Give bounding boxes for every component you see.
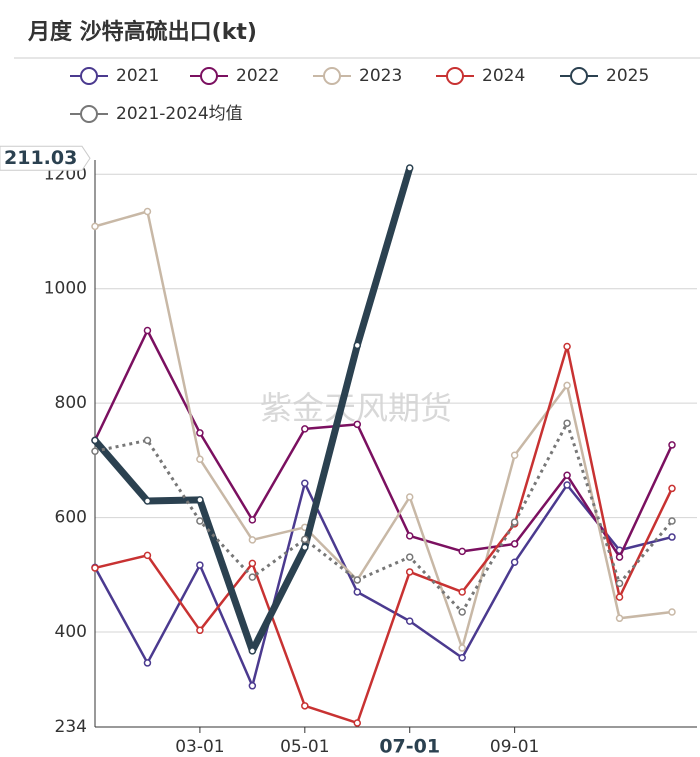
data-point [196, 455, 204, 463]
legend-symbol [446, 67, 464, 85]
data-point [668, 484, 676, 493]
data-point [353, 719, 362, 727]
data-point [196, 626, 204, 635]
x-tick-label: 03-01 [175, 737, 224, 757]
data-point [196, 429, 204, 437]
data-point [301, 702, 309, 710]
data-point [196, 561, 204, 569]
data-point [353, 420, 362, 429]
data-point [301, 543, 309, 552]
series-line [94, 210, 673, 650]
data-point [248, 536, 257, 544]
data-point [615, 579, 624, 588]
legend-symbol [80, 67, 98, 85]
data-point [458, 547, 466, 556]
legend-label: 2025 [606, 66, 649, 86]
data-point [143, 326, 152, 335]
axis-pointer-box [0, 145, 91, 171]
data-point [563, 381, 571, 390]
data-point [563, 481, 571, 489]
data-point [143, 497, 152, 505]
data-point [301, 535, 309, 544]
data-point [405, 553, 414, 561]
data-point [510, 558, 519, 566]
data-point [248, 559, 257, 568]
legend-label: 2021 [116, 66, 159, 86]
data-point [301, 425, 309, 433]
y-tick-label: 400 [55, 622, 87, 642]
data-point [458, 588, 466, 596]
data-point [196, 517, 204, 525]
series-line [93, 482, 673, 688]
data-point [668, 517, 676, 525]
data-point [91, 564, 99, 572]
data-point [458, 608, 466, 616]
data-point [510, 518, 519, 526]
series-line [94, 421, 674, 614]
legend-label: 2021-2024均值 [116, 104, 243, 124]
data-point [91, 222, 99, 231]
watermark: 紫金天风期货 [260, 389, 452, 427]
data-point [510, 451, 519, 459]
legend-symbol [200, 67, 218, 85]
data-point [301, 479, 309, 488]
y-tick-label: 600 [55, 508, 87, 528]
data-point [405, 493, 414, 501]
data-point [353, 588, 362, 596]
data-point [248, 573, 257, 581]
x-tick-label: 09-01 [490, 737, 539, 757]
legend-label: 2023 [359, 66, 402, 86]
data-point [563, 419, 571, 427]
data-point [405, 532, 414, 540]
legend-symbol [570, 67, 588, 85]
data-point [353, 341, 362, 350]
legend-label: 2022 [236, 66, 279, 86]
data-point [668, 533, 676, 541]
data-point [510, 540, 519, 548]
data-point [353, 576, 362, 584]
series-line [93, 329, 674, 559]
x-tick-label: 05-01 [280, 737, 329, 757]
x-tick-label: 07-01 [379, 736, 440, 757]
y-tick-label: 234 [55, 717, 87, 737]
data-point [458, 654, 466, 662]
legend-symbol [80, 105, 98, 123]
data-point [615, 614, 624, 623]
data-point [248, 682, 257, 690]
data-point [563, 342, 571, 351]
data-point [143, 551, 152, 560]
y-tick-label: 800 [55, 393, 87, 413]
data-point [248, 647, 257, 655]
data-point [668, 608, 676, 616]
data-point [143, 207, 152, 216]
legend-label: 2024 [482, 66, 525, 86]
data-point [615, 593, 624, 601]
data-point [615, 553, 624, 561]
data-point [143, 659, 152, 667]
data-point [458, 644, 466, 652]
data-point [563, 471, 571, 480]
data-point [405, 617, 414, 625]
data-point [405, 568, 414, 576]
data-point [405, 164, 414, 172]
data-point [91, 447, 99, 455]
legend-symbol [323, 67, 341, 85]
y-tick-label: 1000 [44, 279, 87, 299]
chart-title: 月度 沙特高硫出口(kt) [27, 19, 257, 45]
data-point [248, 516, 257, 524]
data-point [196, 496, 204, 504]
data-point [668, 441, 676, 449]
data-point [91, 436, 99, 445]
axis-pointer-label: 211.03 [4, 147, 77, 169]
series-line [94, 345, 674, 725]
data-point [143, 436, 152, 445]
